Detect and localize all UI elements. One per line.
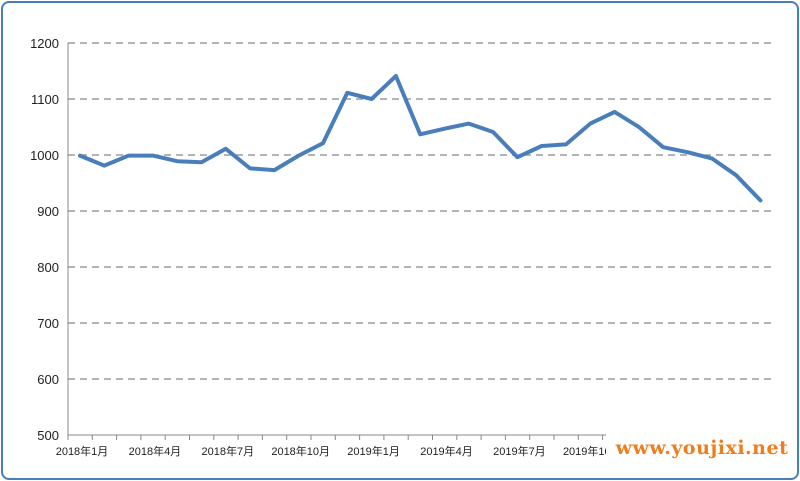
- line-chart: 500 600 700 800 900 1000 1100 1200 2018年1月 2018年4…: [30, 36, 775, 458]
- x-tick-label: 2018年7月: [202, 444, 255, 458]
- x-tick-label: 2019年1月: [347, 444, 400, 458]
- watermark-logo: www.youjixi.net: [606, 425, 797, 471]
- y-tick-label: 700: [37, 316, 59, 331]
- y-tick-label: 800: [37, 260, 59, 275]
- x-tick-label: 2018年4月: [129, 444, 182, 458]
- x-tick-label: 2019年7月: [493, 444, 546, 458]
- series-line: [78, 74, 763, 203]
- y-tick-label: 600: [37, 372, 59, 387]
- x-tick-label: 2019年4月: [420, 444, 473, 458]
- x-tick-label: 2018年1月: [56, 444, 109, 458]
- y-tick-label: 1100: [31, 92, 59, 107]
- y-tick-label: 900: [37, 204, 59, 219]
- y-tick-label: 1200: [30, 36, 59, 51]
- x-tick-label: 2018年10月: [271, 444, 330, 458]
- y-tick-label: 1000: [30, 148, 59, 163]
- y-tick-label: 500: [37, 428, 59, 443]
